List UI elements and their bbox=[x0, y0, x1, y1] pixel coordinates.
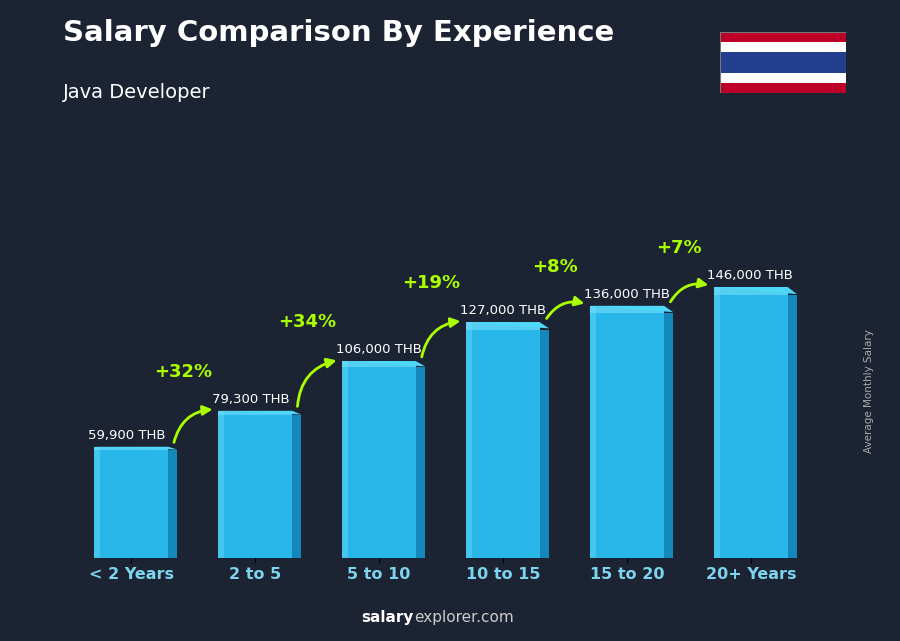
Text: +7%: +7% bbox=[656, 239, 702, 257]
Text: 127,000 THB: 127,000 THB bbox=[460, 304, 545, 317]
Bar bbox=[714, 287, 788, 296]
Polygon shape bbox=[714, 287, 796, 294]
Text: +19%: +19% bbox=[402, 274, 460, 292]
Bar bbox=[720, 53, 846, 72]
Bar bbox=[218, 411, 292, 415]
Polygon shape bbox=[94, 447, 177, 449]
Bar bbox=[416, 367, 425, 558]
Bar bbox=[168, 450, 177, 558]
Bar bbox=[720, 83, 846, 93]
Text: 106,000 THB: 106,000 THB bbox=[336, 344, 421, 356]
Bar bbox=[342, 362, 347, 558]
Bar bbox=[342, 362, 416, 367]
Polygon shape bbox=[590, 306, 673, 312]
Bar bbox=[94, 447, 168, 450]
Bar bbox=[590, 306, 664, 313]
Bar bbox=[466, 322, 540, 558]
Text: Java Developer: Java Developer bbox=[63, 83, 211, 103]
Text: 79,300 THB: 79,300 THB bbox=[212, 393, 289, 406]
Polygon shape bbox=[218, 411, 302, 415]
Bar bbox=[466, 322, 472, 558]
Text: 146,000 THB: 146,000 THB bbox=[707, 269, 793, 282]
Text: explorer.com: explorer.com bbox=[414, 610, 514, 625]
Bar bbox=[466, 322, 540, 329]
Text: +34%: +34% bbox=[278, 313, 337, 331]
Bar bbox=[714, 287, 720, 558]
Bar bbox=[292, 415, 302, 558]
Bar bbox=[540, 329, 549, 558]
Text: Average Monthly Salary: Average Monthly Salary bbox=[863, 329, 874, 453]
Text: salary: salary bbox=[362, 610, 414, 625]
Bar bbox=[714, 287, 788, 558]
Bar bbox=[218, 411, 292, 558]
Bar bbox=[788, 296, 796, 558]
Bar bbox=[590, 306, 664, 558]
Bar bbox=[94, 447, 168, 558]
Text: +32%: +32% bbox=[154, 363, 212, 381]
Text: 59,900 THB: 59,900 THB bbox=[88, 429, 166, 442]
Bar bbox=[720, 42, 846, 53]
Text: Salary Comparison By Experience: Salary Comparison By Experience bbox=[63, 19, 614, 47]
Bar bbox=[664, 313, 673, 558]
Bar bbox=[342, 362, 416, 558]
Bar bbox=[720, 72, 846, 83]
Text: 136,000 THB: 136,000 THB bbox=[583, 288, 670, 301]
Bar bbox=[94, 447, 100, 558]
Polygon shape bbox=[466, 322, 549, 328]
Bar bbox=[720, 32, 846, 42]
Text: +8%: +8% bbox=[532, 258, 578, 276]
Bar bbox=[218, 411, 224, 558]
Bar bbox=[590, 306, 596, 558]
Polygon shape bbox=[342, 362, 425, 366]
